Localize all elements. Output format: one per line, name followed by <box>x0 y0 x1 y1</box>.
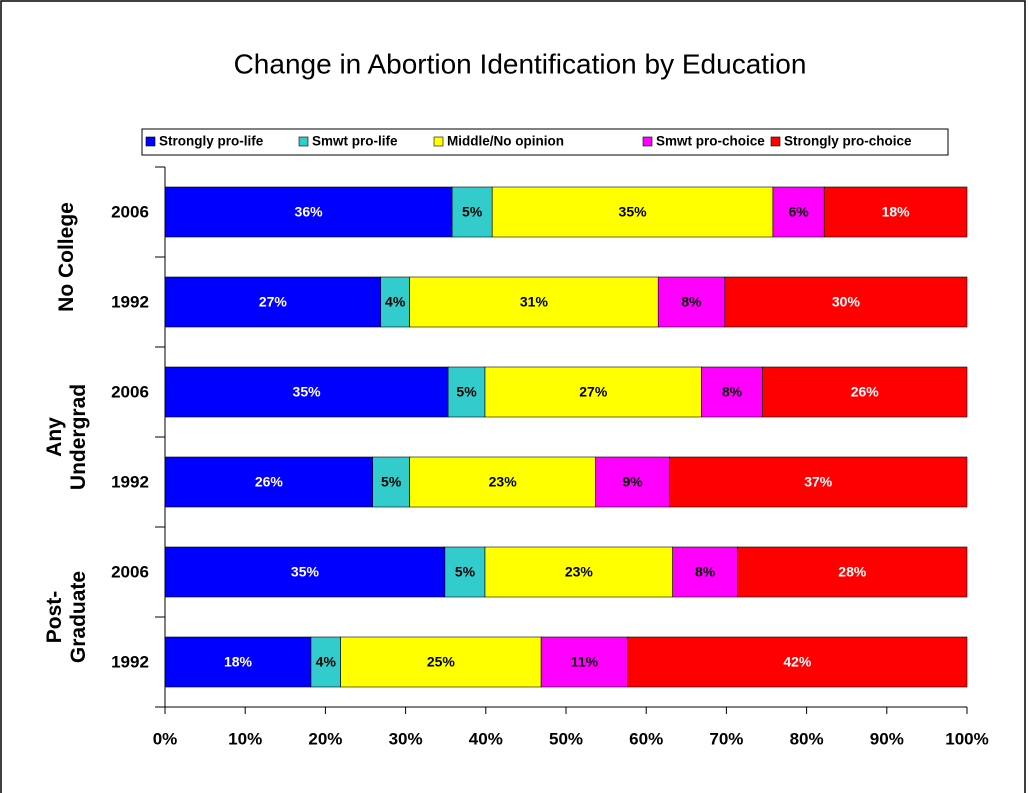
y-tick-label: 2006 <box>111 562 149 581</box>
group-label: AnyUndergrad <box>43 384 90 490</box>
x-tick-label: 40% <box>469 729 503 748</box>
bar-segment <box>484 366 702 418</box>
data-label: 36% <box>295 204 324 220</box>
bar-segment <box>491 186 774 238</box>
data-label: 8% <box>695 564 716 580</box>
legend-swatch <box>642 136 653 147</box>
data-label: 26% <box>255 474 284 490</box>
x-tick-label: 20% <box>308 729 342 748</box>
bar-segment <box>409 456 596 508</box>
data-label: 5% <box>455 564 476 580</box>
data-label: 31% <box>520 294 549 310</box>
y-tick-label: 1992 <box>111 472 149 491</box>
bar-segment <box>762 366 968 418</box>
data-label: 9% <box>622 474 643 490</box>
group-label-line: Graduate <box>67 571 90 663</box>
bar-segment <box>724 276 968 328</box>
bar-segment <box>451 186 493 238</box>
x-tick-label: 80% <box>790 729 824 748</box>
data-label: 5% <box>381 474 402 490</box>
bar-segment <box>484 546 673 598</box>
group-label-line: No College <box>55 202 78 312</box>
data-label: 5% <box>462 204 483 220</box>
bar-segment <box>340 636 542 688</box>
data-label: 18% <box>882 204 911 220</box>
bar-segment <box>444 546 486 598</box>
data-label: 18% <box>224 654 253 670</box>
legend-swatch <box>298 136 309 147</box>
legend-label: Smwt pro-choice <box>656 134 765 149</box>
bar-segment <box>164 636 312 688</box>
chart-title: Change in Abortion Identification by Edu… <box>234 48 807 79</box>
bar-segment <box>372 456 410 508</box>
bar-segment <box>164 546 446 598</box>
legend-label: Smwt pro-life <box>312 134 398 149</box>
bar-segment <box>164 366 449 418</box>
bar-segment <box>310 636 341 688</box>
legend-swatch <box>145 136 156 147</box>
bar-segment <box>447 366 486 418</box>
data-label: 37% <box>804 474 833 490</box>
bar-segment <box>823 186 968 238</box>
x-tick-label: 50% <box>549 729 583 748</box>
x-tick-label: 0% <box>153 729 178 748</box>
data-label: 30% <box>832 294 861 310</box>
data-label: 27% <box>259 294 288 310</box>
legend-label: Strongly pro-life <box>159 134 264 149</box>
data-label: 23% <box>565 564 594 580</box>
x-tick-label: 70% <box>709 729 743 748</box>
data-label: 5% <box>456 384 477 400</box>
x-tick-label: 100% <box>945 729 988 748</box>
data-label: 11% <box>571 654 599 670</box>
bar-segment <box>657 276 726 328</box>
bar-segment <box>540 636 629 688</box>
group-label: Post-Graduate <box>43 571 90 663</box>
bar-segment <box>737 546 968 598</box>
group-label: No College <box>55 202 78 312</box>
data-label: 6% <box>788 204 809 220</box>
data-label: 23% <box>489 474 518 490</box>
data-label: 35% <box>293 384 322 400</box>
group-label-line: Undergrad <box>67 384 90 490</box>
x-tick-label: 60% <box>629 729 663 748</box>
bar-segment <box>595 456 670 508</box>
group-label-line: Post- <box>43 591 66 644</box>
data-label: 28% <box>838 564 867 580</box>
data-label: 8% <box>681 294 702 310</box>
bar-segment <box>669 456 968 508</box>
x-tick-label: 30% <box>389 729 423 748</box>
legend-label: Middle/No opinion <box>447 134 564 149</box>
legend-swatch <box>770 136 781 147</box>
legend-swatch <box>433 136 444 147</box>
bar-segment <box>672 546 738 598</box>
x-tick-label: 90% <box>870 729 904 748</box>
data-label: 35% <box>619 204 648 220</box>
x-tick-label: 10% <box>228 729 262 748</box>
group-label-line: Any <box>43 417 66 457</box>
bar-segment <box>627 636 968 688</box>
bar-segment <box>409 276 659 328</box>
bar-segment <box>164 276 382 328</box>
bar-segment <box>772 186 825 238</box>
legend-box <box>141 128 949 156</box>
data-label: 25% <box>427 654 456 670</box>
legend-label: Strongly pro-choice <box>784 134 912 149</box>
y-tick-label: 1992 <box>111 652 149 671</box>
data-label: 42% <box>783 654 812 670</box>
data-label: 27% <box>579 384 608 400</box>
data-label: 4% <box>385 294 406 310</box>
y-tick-label: 1992 <box>111 292 149 311</box>
y-tick-label: 2006 <box>111 202 149 221</box>
data-label: 8% <box>722 384 743 400</box>
data-label: 35% <box>291 564 320 580</box>
bar-segment <box>164 186 453 238</box>
data-label: 26% <box>851 384 880 400</box>
y-tick-label: 2006 <box>111 382 149 401</box>
data-label: 4% <box>316 654 337 670</box>
